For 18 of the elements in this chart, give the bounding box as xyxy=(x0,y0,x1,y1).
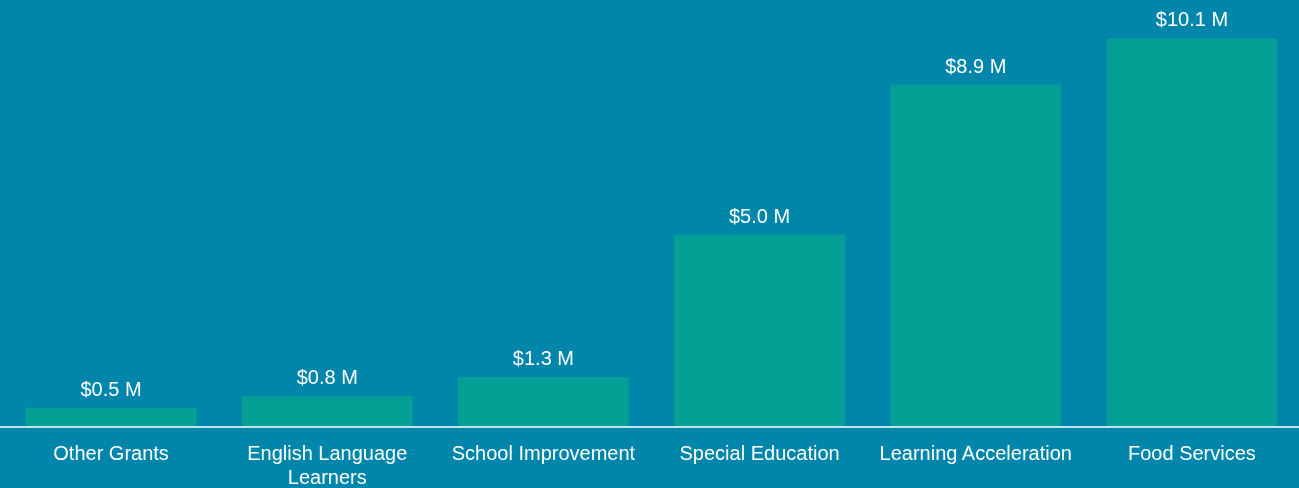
bar xyxy=(674,234,845,427)
data-label: $10.1 M xyxy=(1155,8,1229,31)
data-label: $0.8 M xyxy=(296,366,358,389)
bar xyxy=(890,84,1062,427)
x-tick-label: School Improvement xyxy=(451,442,636,464)
x-tick-label: Special Education xyxy=(679,442,840,464)
data-label: $5.0 M xyxy=(729,204,791,227)
data-label: $0.5 M xyxy=(80,377,142,400)
data-label: $1.3 M xyxy=(512,346,574,369)
bar xyxy=(458,376,629,427)
x-tick-label: Learning Acceleration xyxy=(879,442,1072,464)
x-tick-label: English Language Learners xyxy=(247,442,408,488)
x-tick-label: Food Services xyxy=(1127,442,1256,464)
x-tick-label: Other Grants xyxy=(53,442,169,464)
bar xyxy=(25,407,197,427)
bar xyxy=(241,396,413,427)
bar xyxy=(1106,38,1278,427)
data-label: $8.9 M xyxy=(945,54,1007,77)
